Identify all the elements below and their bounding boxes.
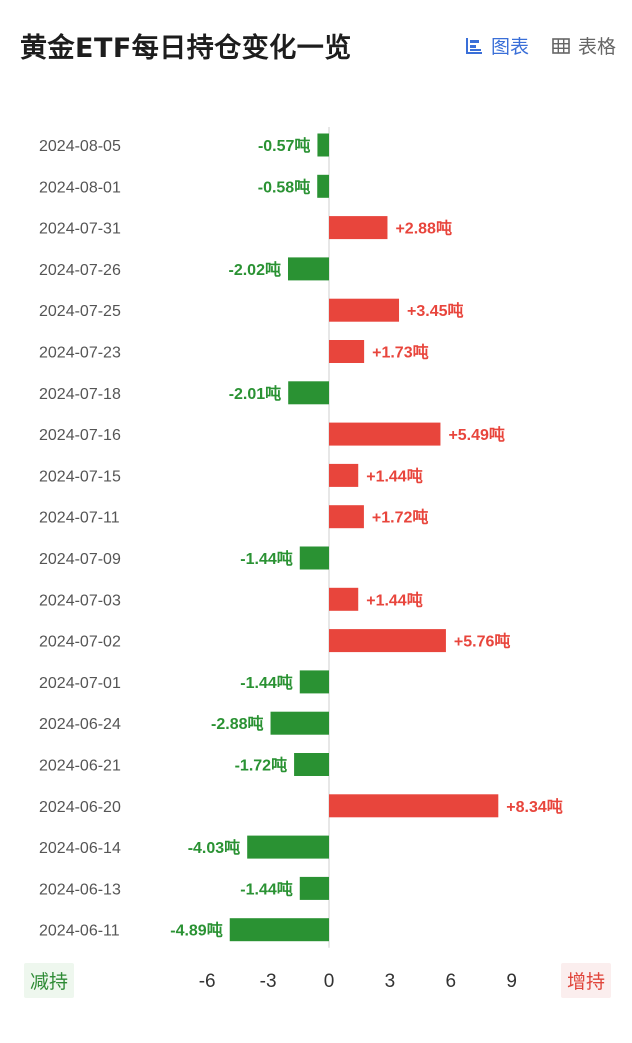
data-label: +1.72吨 bbox=[372, 508, 429, 527]
data-label: -4.03吨 bbox=[188, 838, 240, 857]
data-label: -1.44吨 bbox=[240, 879, 292, 898]
data-label: +8.34吨 bbox=[506, 797, 563, 816]
bar bbox=[329, 422, 441, 446]
data-label: -1.44吨 bbox=[240, 549, 292, 568]
date-tick-label: 2024-07-25 bbox=[39, 303, 121, 320]
bar bbox=[270, 711, 329, 735]
data-label: -1.72吨 bbox=[235, 756, 287, 775]
x-tick-label: -6 bbox=[199, 971, 216, 992]
date-tick-label: 2024-08-05 bbox=[39, 138, 121, 155]
bar bbox=[299, 876, 329, 900]
data-label: -1.44吨 bbox=[240, 673, 292, 692]
date-tick-label: 2024-07-01 bbox=[39, 675, 121, 692]
bar bbox=[299, 670, 329, 694]
table-grid-icon bbox=[551, 36, 571, 56]
date-tick-label: 2024-07-31 bbox=[39, 221, 121, 238]
date-tick-label: 2024-08-01 bbox=[39, 179, 121, 196]
date-tick-label: 2024-06-21 bbox=[39, 758, 121, 775]
bar bbox=[299, 546, 329, 570]
date-tick-label: 2024-07-02 bbox=[39, 634, 121, 651]
data-label: -2.02吨 bbox=[229, 260, 281, 279]
bar bbox=[329, 505, 364, 529]
chart-header: 黄金ETF每日持仓变化一览 图表 bbox=[0, 0, 632, 95]
data-label: +1.73吨 bbox=[372, 343, 429, 362]
decrease-legend-label: 减持 bbox=[24, 963, 75, 998]
data-label: +5.76吨 bbox=[454, 632, 511, 651]
date-tick-label: 2024-07-16 bbox=[39, 427, 121, 444]
date-tick-label: 2024-07-11 bbox=[39, 510, 120, 527]
bar bbox=[247, 835, 329, 859]
bar bbox=[288, 381, 329, 405]
data-label: +3.45吨 bbox=[407, 301, 464, 320]
page-title: 黄金ETF每日持仓变化一览 bbox=[20, 33, 352, 64]
bar-chart-icon bbox=[464, 36, 484, 56]
date-tick-label: 2024-06-13 bbox=[39, 881, 121, 898]
data-label: -2.88吨 bbox=[211, 714, 263, 733]
date-tick-label: 2024-07-26 bbox=[39, 262, 121, 279]
data-label: +5.49吨 bbox=[448, 425, 505, 444]
bar bbox=[317, 133, 329, 157]
data-label: -2.01吨 bbox=[229, 384, 281, 403]
x-tick-label: 9 bbox=[506, 971, 517, 992]
holdings-bar-chart: 2024-08-05 -0.57吨 2024-08-01 -0.58吨 2024-07-… bbox=[39, 127, 563, 992]
bar bbox=[329, 463, 359, 487]
date-tick-label: 2024-07-09 bbox=[39, 551, 121, 568]
x-tick-label: 0 bbox=[324, 971, 335, 992]
tab-chart-label: 图表 bbox=[490, 36, 529, 58]
increase-legend-label: 增持 bbox=[561, 963, 612, 998]
data-label: +1.44吨 bbox=[366, 466, 423, 485]
x-tick-label: 3 bbox=[385, 971, 396, 992]
bar bbox=[329, 216, 388, 240]
bar bbox=[317, 174, 329, 198]
date-tick-label: 2024-06-14 bbox=[39, 840, 121, 857]
date-tick-label: 2024-07-15 bbox=[39, 468, 121, 485]
date-tick-label: 2024-06-11 bbox=[39, 923, 120, 940]
bar bbox=[329, 629, 446, 653]
tab-table[interactable]: 表格 bbox=[551, 32, 616, 59]
date-tick-label: 2024-07-18 bbox=[39, 386, 121, 403]
data-label: +2.88吨 bbox=[395, 219, 452, 238]
bar bbox=[329, 587, 359, 611]
bar bbox=[329, 794, 499, 818]
data-label: -0.57吨 bbox=[258, 136, 310, 155]
tab-table-label: 表格 bbox=[577, 36, 616, 58]
date-tick-label: 2024-07-03 bbox=[39, 592, 121, 609]
date-tick-label: 2024-07-23 bbox=[39, 345, 121, 362]
date-tick-label: 2024-06-20 bbox=[39, 799, 121, 816]
bar bbox=[294, 753, 329, 776]
x-tick-label: -3 bbox=[260, 971, 277, 992]
data-label: +1.44吨 bbox=[366, 590, 423, 609]
bar bbox=[229, 918, 329, 942]
bar bbox=[329, 298, 400, 322]
tab-chart[interactable]: 图表 bbox=[464, 32, 529, 59]
view-tabs: 图表 表格 bbox=[464, 32, 616, 59]
bar bbox=[287, 257, 329, 281]
x-tick-label: 6 bbox=[446, 971, 457, 992]
data-label: -0.58吨 bbox=[258, 177, 310, 196]
bar bbox=[329, 340, 365, 363]
data-label: -4.89吨 bbox=[170, 921, 222, 940]
date-tick-label: 2024-06-24 bbox=[39, 716, 121, 733]
